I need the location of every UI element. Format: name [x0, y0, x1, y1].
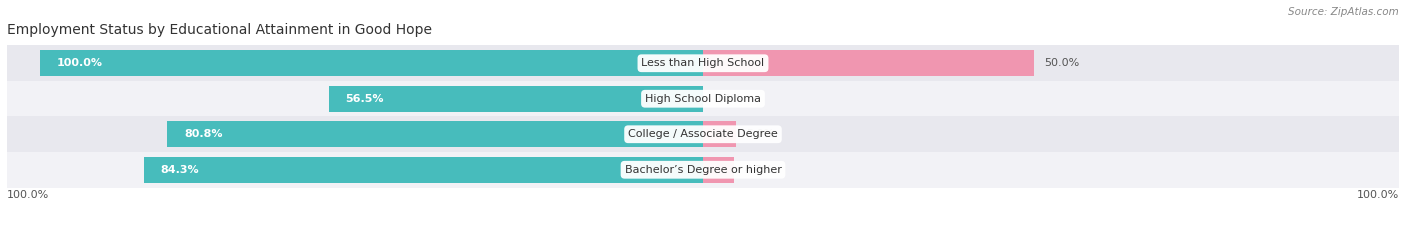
- Text: High School Diploma: High School Diploma: [645, 94, 761, 104]
- Text: 0.0%: 0.0%: [713, 94, 741, 104]
- Bar: [703, 157, 734, 182]
- Bar: [7, 81, 1399, 116]
- Text: 80.8%: 80.8%: [184, 129, 222, 139]
- Text: 100.0%: 100.0%: [1357, 190, 1399, 200]
- Bar: [7, 152, 1399, 188]
- Bar: [7, 45, 1399, 81]
- Bar: [703, 51, 1035, 76]
- Text: 4.7%: 4.7%: [744, 165, 772, 175]
- Text: 100.0%: 100.0%: [56, 58, 103, 68]
- Text: 84.3%: 84.3%: [160, 165, 200, 175]
- Bar: [7, 116, 1399, 152]
- Text: College / Associate Degree: College / Associate Degree: [628, 129, 778, 139]
- Bar: [703, 121, 737, 147]
- Text: 56.5%: 56.5%: [344, 94, 384, 104]
- Bar: [167, 121, 703, 147]
- Text: Bachelor’s Degree or higher: Bachelor’s Degree or higher: [624, 165, 782, 175]
- Text: Employment Status by Educational Attainment in Good Hope: Employment Status by Educational Attainm…: [7, 23, 432, 37]
- Text: 50.0%: 50.0%: [1045, 58, 1080, 68]
- Bar: [145, 157, 703, 182]
- Text: Less than High School: Less than High School: [641, 58, 765, 68]
- Text: Source: ZipAtlas.com: Source: ZipAtlas.com: [1288, 7, 1399, 17]
- Text: 5.0%: 5.0%: [747, 129, 775, 139]
- Text: 100.0%: 100.0%: [7, 190, 49, 200]
- Bar: [329, 86, 703, 112]
- Bar: [41, 51, 703, 76]
